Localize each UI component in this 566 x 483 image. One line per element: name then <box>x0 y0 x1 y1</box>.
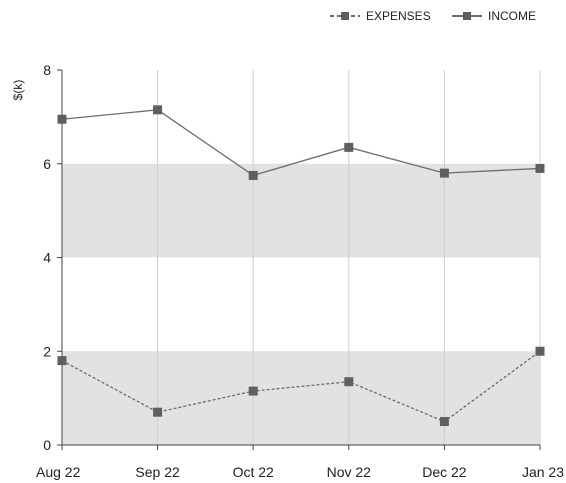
tick-labels: 0 2 4 6 8 Aug 22 Sep 22 Oct 22 Nov 22 Dec 22 Jan 2… <box>36 62 564 480</box>
x-tick-label: Oct 22 <box>233 464 274 480</box>
point-income <box>344 142 354 152</box>
legend-label-expenses: EXPENSES <box>366 9 431 23</box>
x-tick-label: Jan 23 <box>522 464 564 480</box>
point-income <box>535 163 545 173</box>
y-tick-label: 0 <box>43 437 51 453</box>
point-income <box>248 170 258 180</box>
series-line-expenses <box>61 350 541 423</box>
legend-label-income: INCOME <box>488 9 536 23</box>
y-axis-label: $(k) <box>11 80 25 101</box>
point-expenses <box>153 407 163 417</box>
series-layer <box>57 105 545 427</box>
y-tick-label: 4 <box>43 250 51 266</box>
background-bands <box>62 163 540 445</box>
band-1 <box>62 163 540 258</box>
x-tick-label: Dec 22 <box>422 464 467 480</box>
point-expenses <box>535 346 545 356</box>
point-expenses <box>344 377 354 387</box>
x-tick-label: Nov 22 <box>327 464 372 480</box>
band-0 <box>62 351 540 445</box>
y-tick-label: 2 <box>43 343 51 359</box>
y-tick-label: 8 <box>43 62 51 78</box>
x-tick-label: Sep 22 <box>135 464 180 480</box>
x-tick-label: Aug 22 <box>36 464 81 480</box>
legend-swatch-marker <box>463 12 471 20</box>
point-expenses <box>248 386 258 396</box>
series-line-income <box>61 109 541 177</box>
point-expenses <box>439 417 449 427</box>
vertical-gridlines <box>157 70 541 445</box>
y-tick-label: 6 <box>43 156 51 172</box>
point-income <box>439 168 449 178</box>
legend-swatch-marker <box>341 12 349 20</box>
axes <box>57 69 541 450</box>
point-income <box>153 105 163 115</box>
legend: EXPENSES INCOME <box>330 9 536 23</box>
point-expenses <box>57 356 67 366</box>
point-income <box>57 114 67 124</box>
